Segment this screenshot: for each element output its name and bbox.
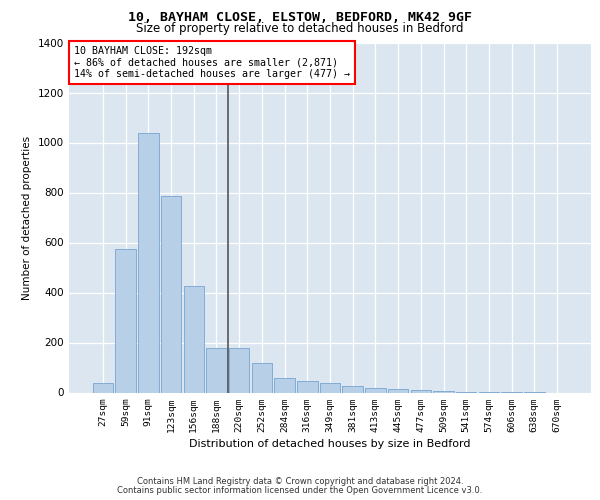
- Bar: [410, 390, 431, 392]
- Bar: [365, 388, 386, 392]
- X-axis label: Distribution of detached houses by size in Bedford: Distribution of detached houses by size …: [189, 439, 471, 449]
- Text: Contains HM Land Registry data © Crown copyright and database right 2024.: Contains HM Land Registry data © Crown c…: [137, 477, 463, 486]
- Bar: [161, 196, 181, 392]
- Bar: [115, 249, 136, 392]
- Bar: [297, 381, 317, 392]
- Text: Size of property relative to detached houses in Bedford: Size of property relative to detached ho…: [136, 22, 464, 35]
- Bar: [93, 382, 113, 392]
- Bar: [229, 348, 250, 393]
- Y-axis label: Number of detached properties: Number of detached properties: [22, 136, 32, 300]
- Bar: [343, 386, 363, 392]
- Bar: [433, 391, 454, 392]
- Bar: [388, 389, 409, 392]
- Bar: [184, 286, 204, 393]
- Text: Contains public sector information licensed under the Open Government Licence v3: Contains public sector information licen…: [118, 486, 482, 495]
- Bar: [206, 348, 227, 393]
- Text: 10, BAYHAM CLOSE, ELSTOW, BEDFORD, MK42 9GF: 10, BAYHAM CLOSE, ELSTOW, BEDFORD, MK42 …: [128, 11, 472, 24]
- Bar: [138, 132, 158, 392]
- Text: 10 BAYHAM CLOSE: 192sqm
← 86% of detached houses are smaller (2,871)
14% of semi: 10 BAYHAM CLOSE: 192sqm ← 86% of detache…: [74, 46, 350, 79]
- Bar: [274, 378, 295, 392]
- Bar: [320, 382, 340, 392]
- Bar: [251, 362, 272, 392]
